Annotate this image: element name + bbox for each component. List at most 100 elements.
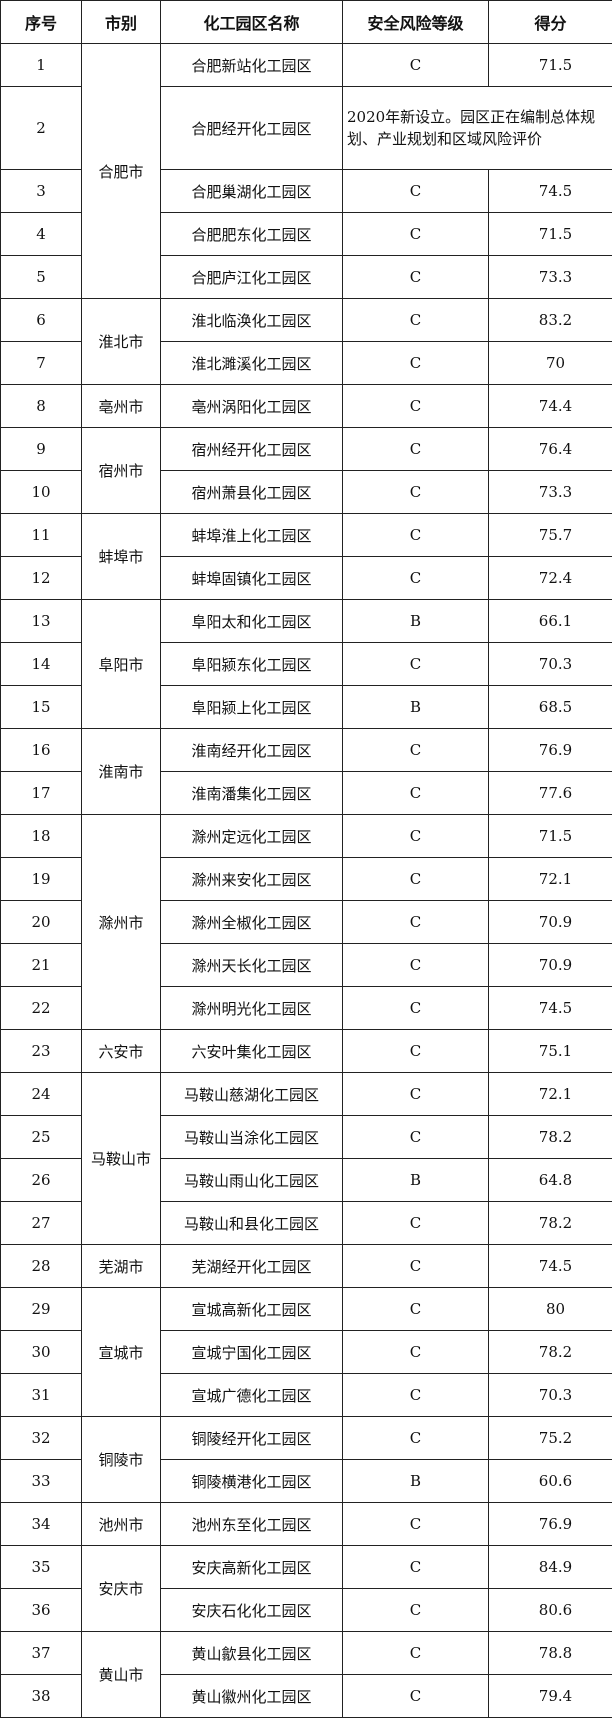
header-row: 序号 市别 化工园区名称 安全风险等级 得分 xyxy=(0,0,612,44)
score: 80 xyxy=(488,1287,612,1331)
header-park-name: 化工园区名称 xyxy=(160,0,343,44)
park-name: 淮南潘集化工园区 xyxy=(160,771,343,815)
table-row: 23 六安市 六安叶集化工园区 C 75.1 xyxy=(0,1029,612,1073)
park-name: 蚌埠淮上化工园区 xyxy=(160,513,343,557)
table-row: 19 滁州来安化工园区 C 72.1 xyxy=(0,857,612,901)
risk-level: B xyxy=(342,1459,489,1503)
header-score: 得分 xyxy=(488,0,612,44)
score: 71.5 xyxy=(488,212,612,256)
score: 72.4 xyxy=(488,556,612,600)
row-number: 5 xyxy=(0,255,82,299)
risk-level: C xyxy=(342,1029,489,1073)
score: 60.6 xyxy=(488,1459,612,1503)
row-number: 27 xyxy=(0,1201,82,1245)
table-row: 25 马鞍山当涂化工园区 C 78.2 xyxy=(0,1115,612,1159)
park-name: 蚌埠固镇化工园区 xyxy=(160,556,343,600)
table-row: 35 安庆市 安庆高新化工园区 C 84.9 xyxy=(0,1545,612,1632)
row-number: 36 xyxy=(0,1588,82,1632)
score: 79.4 xyxy=(488,1674,612,1718)
score: 66.1 xyxy=(488,599,612,643)
score: 70.3 xyxy=(488,1373,612,1417)
score: 75.1 xyxy=(488,1029,612,1073)
park-name: 宣城高新化工园区 xyxy=(160,1287,343,1331)
park-name: 宿州经开化工园区 xyxy=(160,427,343,471)
table-row: 18 滁州市 滁州定远化工园区 C 71.5 xyxy=(0,814,612,1030)
score: 70 xyxy=(488,341,612,385)
table-row: 11 蚌埠市 蚌埠淮上化工园区 C 75.7 xyxy=(0,513,612,600)
header-risk-level: 安全风险等级 xyxy=(342,0,489,44)
city-cell: 安庆市 xyxy=(81,1545,161,1632)
park-name: 安庆高新化工园区 xyxy=(160,1545,343,1589)
risk-level: C xyxy=(342,814,489,858)
row-number: 4 xyxy=(0,212,82,256)
row-number: 12 xyxy=(0,556,82,600)
table-row: 31 宣城广德化工园区 C 70.3 xyxy=(0,1373,612,1417)
table-row: 36 安庆石化化工园区 C 80.6 xyxy=(0,1588,612,1632)
table-row: 15 阜阳颍上化工园区 B 68.5 xyxy=(0,685,612,729)
risk-level: C xyxy=(342,1201,489,1245)
row-number: 35 xyxy=(0,1545,82,1589)
score: 84.9 xyxy=(488,1545,612,1589)
score: 77.6 xyxy=(488,771,612,815)
score: 71.5 xyxy=(488,814,612,858)
park-name: 马鞍山当涂化工园区 xyxy=(160,1115,343,1159)
score: 83.2 xyxy=(488,298,612,342)
header-no: 序号 xyxy=(0,0,82,44)
park-name: 阜阳颍上化工园区 xyxy=(160,685,343,729)
table-row: 7 淮北濉溪化工园区 C 70 xyxy=(0,341,612,385)
park-name: 铜陵横港化工园区 xyxy=(160,1459,343,1503)
city-cell: 池州市 xyxy=(81,1502,161,1546)
city-cell: 淮南市 xyxy=(81,728,161,815)
table-row: 6 淮北市 淮北临涣化工园区 C 83.2 xyxy=(0,298,612,385)
row-number: 30 xyxy=(0,1330,82,1374)
score: 78.2 xyxy=(488,1115,612,1159)
score: 74.5 xyxy=(488,169,612,213)
table-row: 12 蚌埠固镇化工园区 C 72.4 xyxy=(0,556,612,600)
risk-level: C xyxy=(342,513,489,557)
table-row: 13 阜阳市 阜阳太和化工园区 B 66.1 xyxy=(0,599,612,729)
park-name: 铜陵经开化工园区 xyxy=(160,1416,343,1460)
park-name: 淮北濉溪化工园区 xyxy=(160,341,343,385)
city-cell: 阜阳市 xyxy=(81,599,161,729)
row-number: 31 xyxy=(0,1373,82,1417)
row-number: 32 xyxy=(0,1416,82,1460)
park-name: 滁州全椒化工园区 xyxy=(160,900,343,944)
risk-level: C xyxy=(342,43,489,87)
score: 64.8 xyxy=(488,1158,612,1202)
risk-level: C xyxy=(342,169,489,213)
risk-level: C xyxy=(342,1115,489,1159)
table-row: 10 宿州萧县化工园区 C 73.3 xyxy=(0,470,612,514)
row-number: 23 xyxy=(0,1029,82,1073)
row-number: 18 xyxy=(0,814,82,858)
row-number: 34 xyxy=(0,1502,82,1546)
city-cell: 铜陵市 xyxy=(81,1416,161,1503)
risk-level: C xyxy=(342,728,489,772)
row-number: 19 xyxy=(0,857,82,901)
risk-level: C xyxy=(342,1416,489,1460)
table-row: 32 铜陵市 铜陵经开化工园区 C 75.2 xyxy=(0,1416,612,1503)
score: 80.6 xyxy=(488,1588,612,1632)
row-number: 33 xyxy=(0,1459,82,1503)
city-cell: 蚌埠市 xyxy=(81,513,161,600)
risk-level: B xyxy=(342,685,489,729)
risk-level: C xyxy=(342,857,489,901)
row-number: 15 xyxy=(0,685,82,729)
row-number: 8 xyxy=(0,384,82,428)
row-number: 26 xyxy=(0,1158,82,1202)
city-cell: 滁州市 xyxy=(81,814,161,1030)
score: 72.1 xyxy=(488,1072,612,1116)
score: 78.8 xyxy=(488,1631,612,1675)
risk-level: C xyxy=(342,556,489,600)
score: 74.5 xyxy=(488,1244,612,1288)
table-row: 34 池州市 池州东至化工园区 C 76.9 xyxy=(0,1502,612,1546)
row-number: 1 xyxy=(0,43,82,87)
risk-level: C xyxy=(342,1631,489,1675)
park-name: 宣城宁国化工园区 xyxy=(160,1330,343,1374)
row-number: 13 xyxy=(0,599,82,643)
header-city: 市别 xyxy=(81,0,161,44)
score: 73.3 xyxy=(488,255,612,299)
table-row: 5 合肥庐江化工园区 C 73.3 xyxy=(0,255,612,299)
table-row: 26 马鞍山雨山化工园区 B 64.8 xyxy=(0,1158,612,1202)
table-row: 20 滁州全椒化工园区 C 70.9 xyxy=(0,900,612,944)
park-name: 马鞍山雨山化工园区 xyxy=(160,1158,343,1202)
